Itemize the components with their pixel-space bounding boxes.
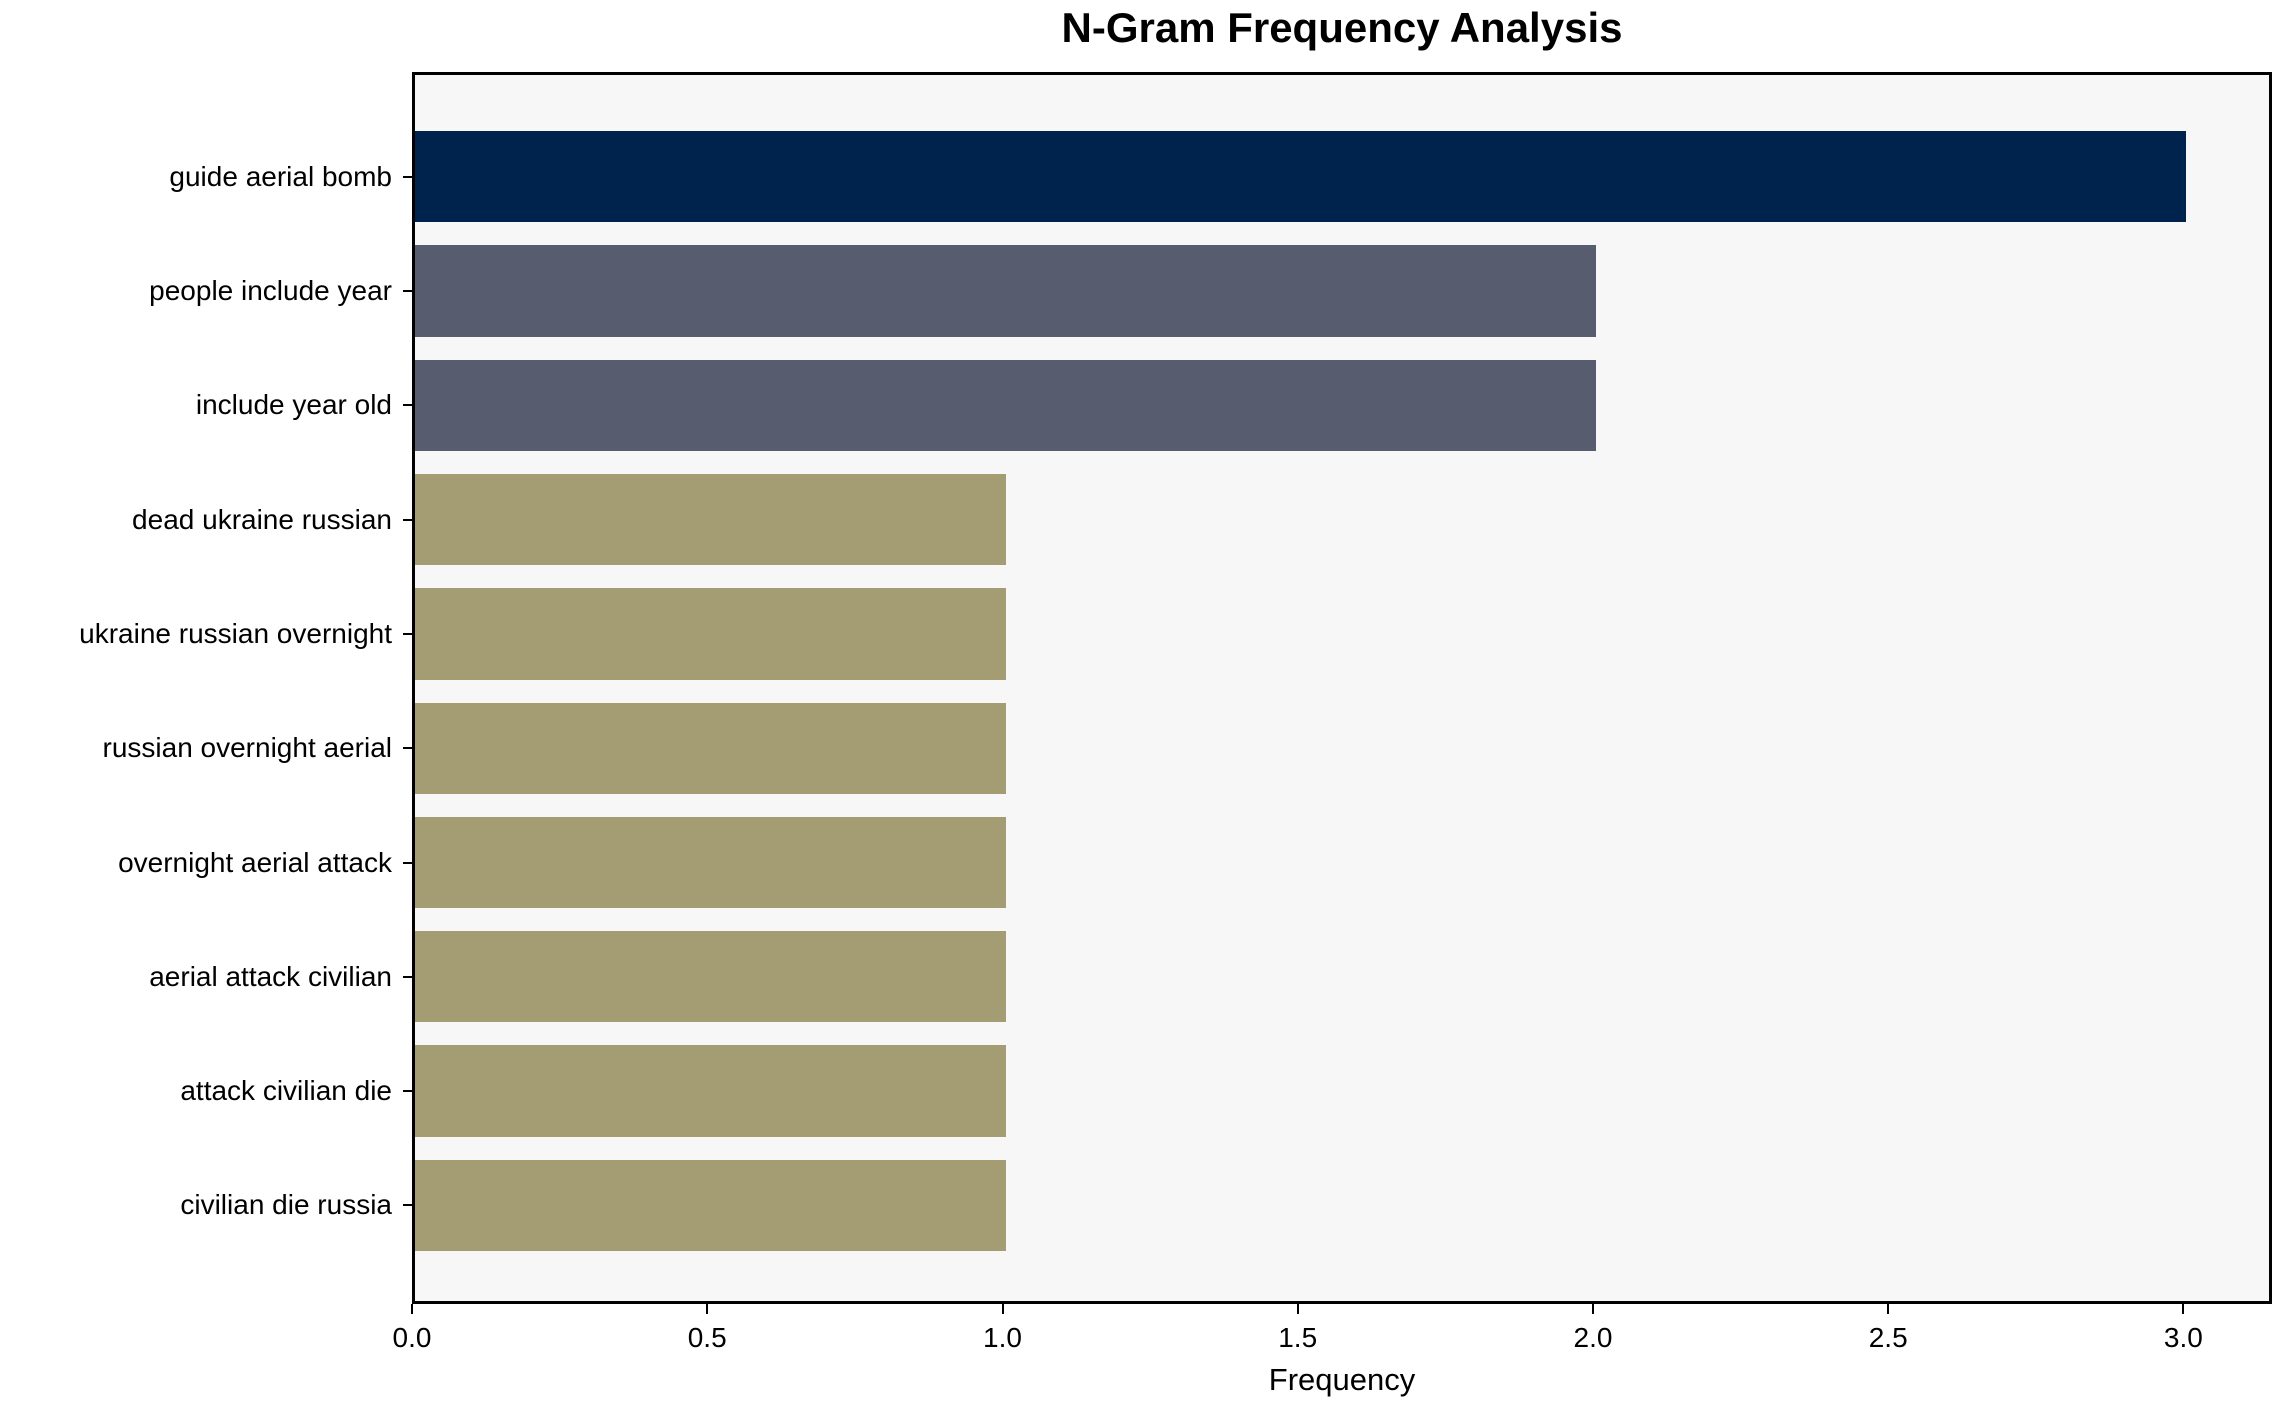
y-tick-label: aerial attack civilian — [149, 960, 392, 992]
y-tick-mark — [403, 290, 412, 292]
x-tick-label: 0.5 — [687, 1322, 727, 1353]
y-tick-mark — [403, 518, 412, 521]
chart-title: N-Gram Frequency Analysis — [1061, 4, 1623, 51]
x-tick-label: 3.0 — [2163, 1322, 2203, 1353]
y-tick-label: ukraine russian overnight — [79, 617, 392, 649]
x-tick-label: 1.5 — [1278, 1322, 1318, 1353]
x-tick-label: 2.0 — [1573, 1322, 1613, 1353]
y-tick-label: guide aerial bomb — [169, 160, 392, 192]
bar — [415, 1045, 1006, 1137]
y-tick-label: include year old — [195, 389, 392, 421]
x-tick-mark — [1592, 1304, 1594, 1314]
plot-area — [412, 72, 2272, 1304]
bar — [415, 359, 1596, 451]
y-tick-label: attack civilian die — [180, 1075, 392, 1107]
y-tick-mark — [403, 404, 412, 407]
bar — [415, 473, 1006, 566]
y-tick-mark — [403, 1090, 412, 1093]
bar — [415, 131, 2187, 223]
x-tick-mark — [706, 1304, 709, 1314]
bar — [415, 702, 1006, 794]
bar — [415, 1159, 1006, 1252]
y-tick-label: russian overnight aerial — [102, 732, 393, 764]
y-tick-mark — [403, 975, 412, 978]
x-tick-mark — [1296, 1304, 1299, 1314]
y-tick-label: dead ukraine russian — [132, 503, 392, 535]
y-tick-mark — [403, 632, 412, 635]
x-tick-mark — [2182, 1304, 2185, 1314]
x-tick-label: 1.0 — [983, 1322, 1022, 1353]
y-tick-mark — [403, 175, 412, 178]
x-tick-label: 2.5 — [1868, 1322, 1908, 1353]
x-axis-label: Frequency — [1268, 1362, 1416, 1397]
bar — [415, 588, 1006, 680]
y-tick-label: people include year — [149, 275, 392, 306]
x-tick-mark — [1001, 1304, 1004, 1314]
bar — [415, 816, 1006, 909]
bar — [415, 931, 1006, 1023]
x-tick-mark — [1887, 1304, 1890, 1314]
y-tick-mark — [403, 1204, 412, 1207]
bar — [415, 245, 1596, 337]
y-tick-label: civilian die russia — [180, 1189, 392, 1221]
x-tick-label: 0.0 — [392, 1322, 432, 1353]
x-tick-mark — [411, 1304, 413, 1314]
y-tick-mark — [403, 747, 412, 750]
y-tick-label: overnight aerial attack — [118, 846, 392, 878]
y-tick-mark — [403, 861, 412, 864]
